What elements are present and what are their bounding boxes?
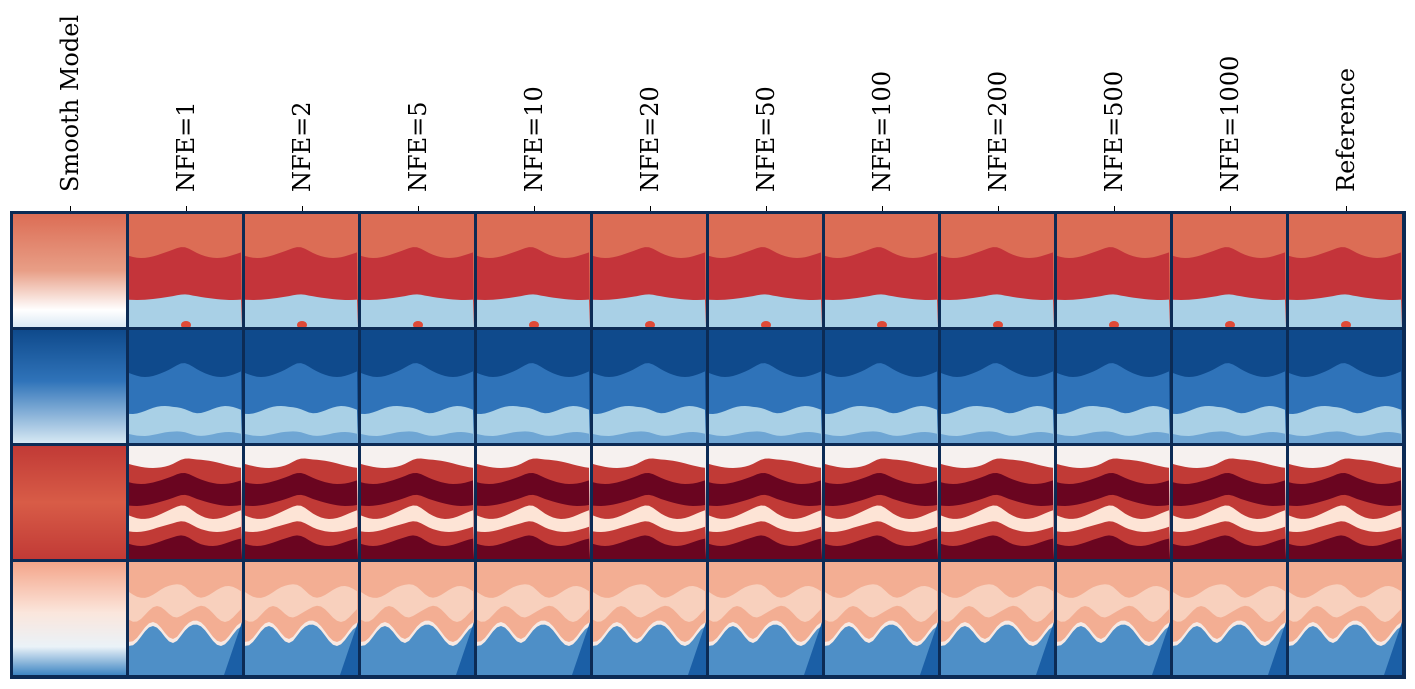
image-grid <box>10 211 1406 679</box>
column-label-4: NFE=10 <box>517 0 551 192</box>
panel-r0-c5 <box>593 214 706 327</box>
column-label-8: NFE=200 <box>981 0 1015 192</box>
column-tick <box>1114 206 1115 212</box>
column-label-text: NFE=20 <box>635 86 664 192</box>
column-tick <box>882 206 883 212</box>
panel-r1-c2 <box>245 330 358 443</box>
panel-r1-c5 <box>593 330 706 443</box>
panel-r1-c4 <box>477 330 590 443</box>
panel-r3-c6 <box>709 562 822 675</box>
column-label-text: Smooth Model <box>55 14 84 192</box>
column-label-text: NFE=1 <box>171 101 200 192</box>
column-tick <box>650 206 651 212</box>
panel-r1-c8 <box>941 330 1054 443</box>
panel-r3-c7 <box>825 562 938 675</box>
column-label-text: NFE=1000 <box>1215 55 1244 192</box>
panel-r2-c8 <box>941 446 1054 559</box>
column-label-3: NFE=5 <box>401 0 435 192</box>
panel-r0-c4 <box>477 214 590 327</box>
column-tick <box>186 206 187 212</box>
panel-r0-c8 <box>941 214 1054 327</box>
column-tick <box>418 206 419 212</box>
panel-r2-c2 <box>245 446 358 559</box>
panel-r0-c3 <box>361 214 474 327</box>
column-label-1: NFE=1 <box>169 0 203 192</box>
column-label-text: NFE=100 <box>867 70 896 192</box>
panel-r3-c2 <box>245 562 358 675</box>
column-tick <box>1230 206 1231 212</box>
column-tick <box>1346 206 1347 212</box>
panel-r1-c9 <box>1057 330 1170 443</box>
panel-r0-c6 <box>709 214 822 327</box>
column-tick <box>534 206 535 212</box>
column-tick <box>998 206 999 212</box>
panel-r0-c2 <box>245 214 358 327</box>
panel-r3-c5 <box>593 562 706 675</box>
column-label-2: NFE=2 <box>285 0 319 192</box>
panel-r2-c4 <box>477 446 590 559</box>
column-label-9: NFE=500 <box>1097 0 1131 192</box>
panel-r1-c10 <box>1173 330 1286 443</box>
panel-r2-c1 <box>129 446 242 559</box>
panel-r3-c8 <box>941 562 1054 675</box>
panel-r1-c1 <box>129 330 242 443</box>
column-label-10: NFE=1000 <box>1213 0 1247 192</box>
column-label-text: NFE=500 <box>1099 70 1128 192</box>
panel-r2-c5 <box>593 446 706 559</box>
panel-r3-c0 <box>13 562 126 675</box>
column-label-text: NFE=2 <box>287 101 316 192</box>
panel-r3-c9 <box>1057 562 1170 675</box>
panel-r2-c3 <box>361 446 474 559</box>
column-label-text: NFE=50 <box>751 86 780 192</box>
panel-r1-c0 <box>13 330 126 443</box>
column-label-11: Reference <box>1329 0 1363 192</box>
column-label-text: NFE=200 <box>983 70 1012 192</box>
panel-r0-c9 <box>1057 214 1170 327</box>
column-tick <box>70 206 71 212</box>
panel-r2-c11 <box>1289 446 1402 559</box>
column-label-text: NFE=10 <box>519 86 548 192</box>
panel-r0-c10 <box>1173 214 1286 327</box>
panel-r2-c9 <box>1057 446 1170 559</box>
column-label-6: NFE=50 <box>749 0 783 192</box>
panel-r1-c11 <box>1289 330 1402 443</box>
panel-r3-c1 <box>129 562 242 675</box>
column-label-text: Reference <box>1331 67 1360 192</box>
column-label-0: Smooth Model <box>53 0 87 192</box>
panel-r0-c1 <box>129 214 242 327</box>
column-label-7: NFE=100 <box>865 0 899 192</box>
panel-r2-c0 <box>13 446 126 559</box>
panel-r3-c10 <box>1173 562 1286 675</box>
panel-r1-c3 <box>361 330 474 443</box>
panel-r0-c11 <box>1289 214 1402 327</box>
panel-r3-c11 <box>1289 562 1402 675</box>
panel-r3-c4 <box>477 562 590 675</box>
column-label-text: NFE=5 <box>403 101 432 192</box>
panel-r0-c7 <box>825 214 938 327</box>
panel-r0-c0 <box>13 214 126 327</box>
panel-r1-c6 <box>709 330 822 443</box>
column-label-5: NFE=20 <box>633 0 667 192</box>
column-tick <box>302 206 303 212</box>
panel-r2-c6 <box>709 446 822 559</box>
panel-r2-c10 <box>1173 446 1286 559</box>
panel-r1-c7 <box>825 330 938 443</box>
panel-r3-c3 <box>361 562 474 675</box>
panel-r2-c7 <box>825 446 938 559</box>
column-tick <box>766 206 767 212</box>
